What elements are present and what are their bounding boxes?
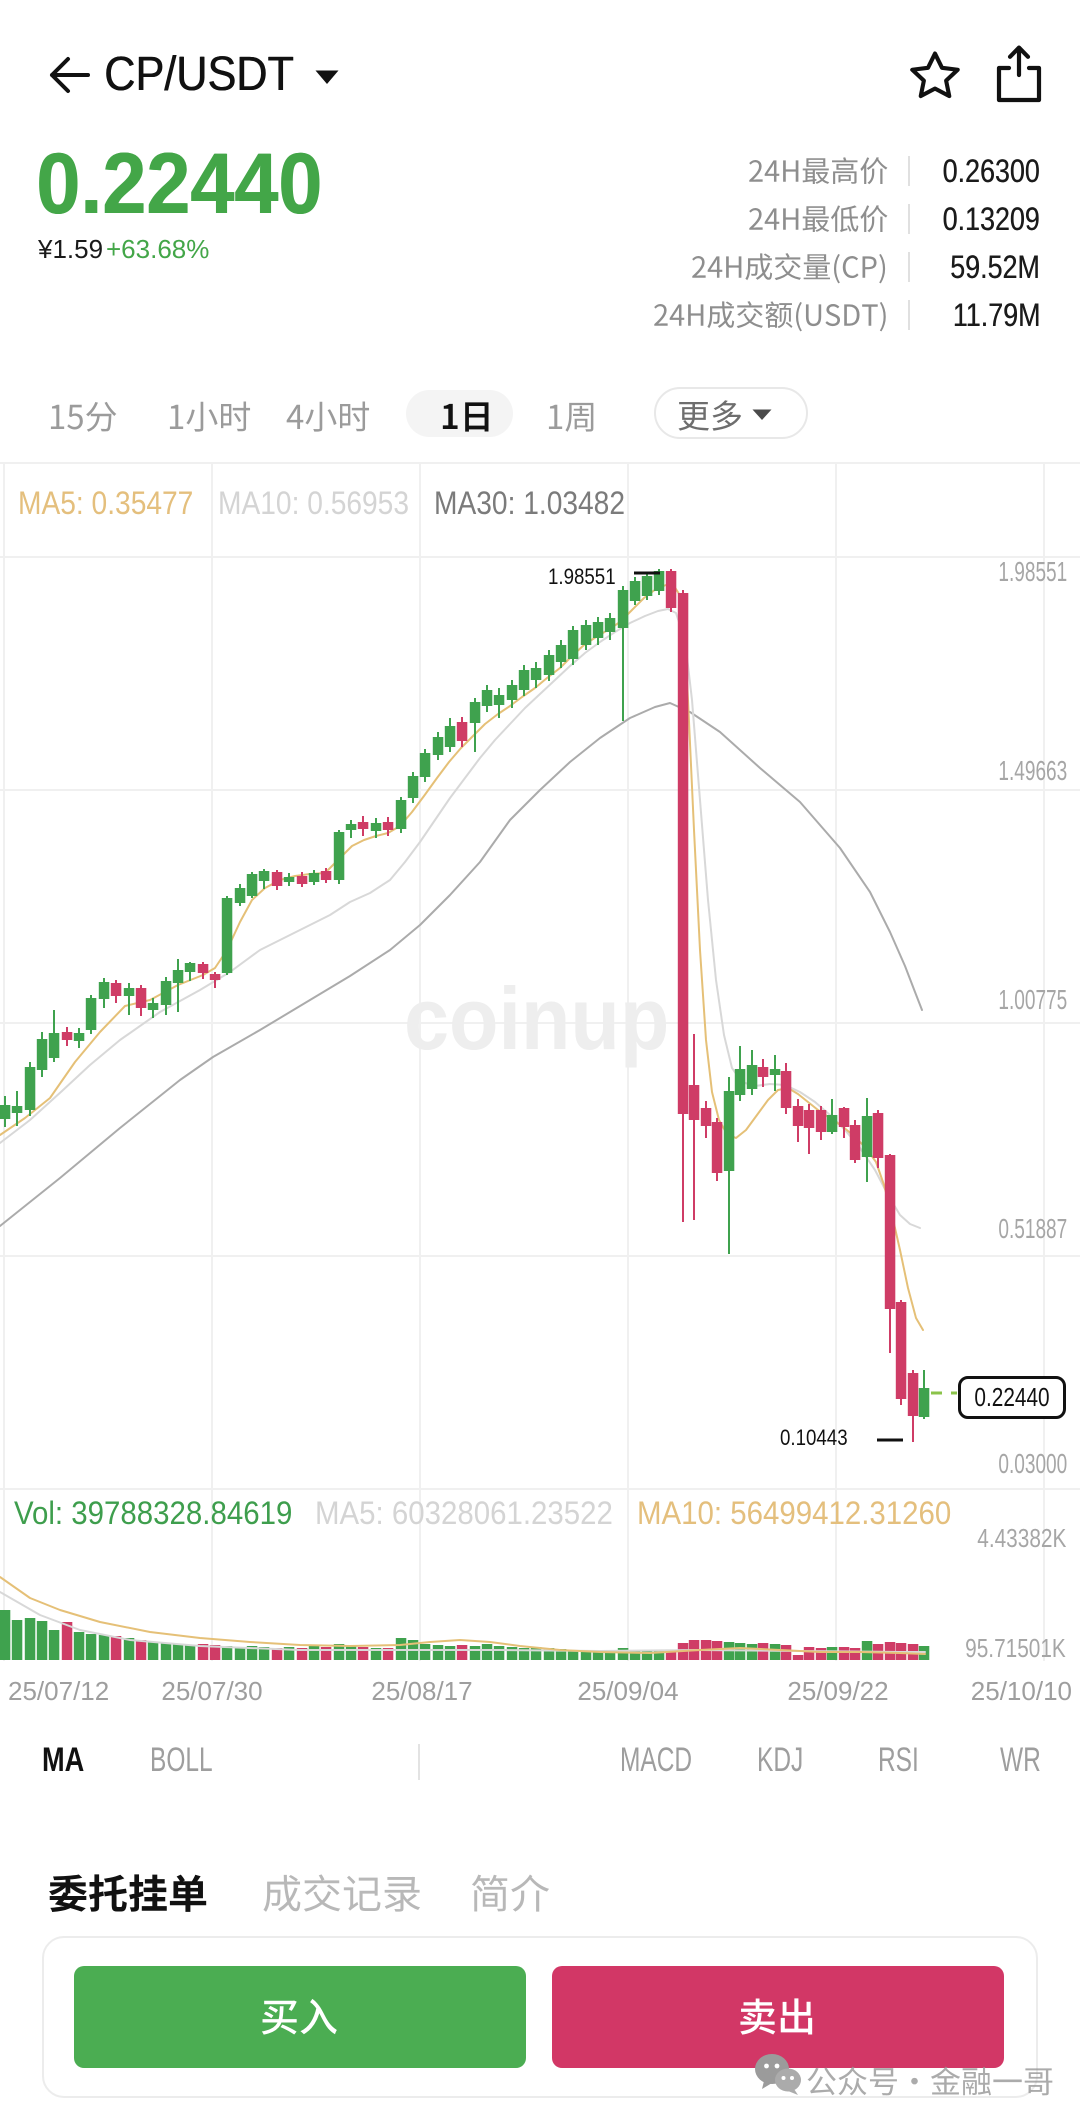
svg-text:coinup: coinup	[404, 969, 669, 1068]
